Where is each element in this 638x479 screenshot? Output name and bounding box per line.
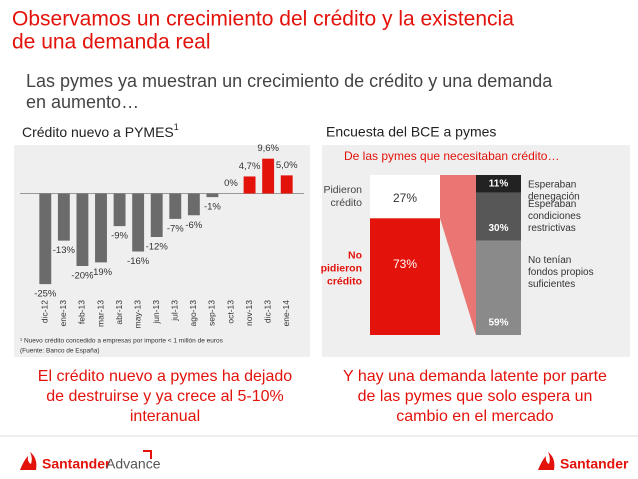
footer-brand: Santander: [560, 456, 629, 472]
segment-name: crédito: [330, 197, 362, 209]
segment-name: Pidieron: [323, 184, 362, 196]
value-label: 9,6%: [257, 143, 279, 154]
footer-brand: Santander: [42, 456, 111, 472]
value-label: 5,0%: [276, 160, 298, 171]
bar: [187, 193, 200, 216]
x-tick-label: abr-13: [114, 300, 124, 325]
segment: [476, 192, 521, 241]
segment: [476, 175, 521, 193]
bar: [169, 193, 182, 219]
advance-mark: [143, 450, 152, 459]
segment-name: Esperaban: [528, 180, 576, 191]
caption: de las pymes que solo espera un: [358, 388, 593, 405]
bar: [280, 175, 293, 194]
footnote: ¹ Nuevo crédito concedido a empresas por…: [20, 338, 224, 345]
logo-flame: [20, 452, 37, 470]
footer-product: Advance: [106, 456, 161, 472]
chart-title-text: Crédito nuevo a PYMES: [22, 124, 174, 140]
caption: El crédito nuevo a pymes ha dejado: [38, 368, 292, 385]
value-label: -25%: [34, 289, 57, 300]
segment-name: fondos propios: [528, 267, 594, 278]
x-tick-label: nov-13: [244, 300, 254, 326]
value-label: -1%: [204, 202, 221, 213]
value-label: -9%: [111, 231, 128, 242]
slide-subtitle: Las pymes ya muestran un crecimiento de …: [26, 71, 553, 91]
x-tick-label: ene-14: [281, 300, 291, 327]
bar: [206, 193, 219, 198]
chart-title: Encuesta del BCE a pymes: [326, 124, 496, 140]
left-panel: [14, 145, 310, 357]
segment: [370, 175, 440, 219]
chart-title-note: 1: [174, 122, 179, 132]
x-tick-label: ago-13: [188, 300, 198, 327]
segment-name: No: [348, 249, 362, 261]
segment-name: suficientes: [528, 279, 575, 290]
caption: de destruirse y ya crece al 5-10%: [46, 388, 283, 405]
x-tick-label: dic-13: [262, 300, 272, 323]
x-tick-label: dic-12: [40, 300, 50, 323]
segment-name: Esperaban: [528, 199, 576, 210]
bar: [57, 193, 70, 241]
value-label: -7%: [167, 223, 184, 234]
x-tick-label: feb-13: [77, 300, 87, 324]
footnote: (Fuente: Banco de España): [20, 348, 100, 355]
segment-name: restrictivas: [528, 223, 576, 234]
segment-name: condiciones: [528, 211, 581, 222]
slide-title: Observamos un crecimiento del crédito y …: [12, 8, 514, 31]
segment-label: 27%: [393, 191, 417, 205]
bar: [95, 193, 107, 263]
x-tick-label: ene-13: [58, 300, 68, 327]
caption: cambio en el mercado: [396, 408, 554, 425]
segment-label: 73%: [393, 257, 417, 271]
chart-subtitle: De las pymes que necesitaban crédito…: [344, 149, 559, 163]
bar: [39, 193, 52, 285]
bar: [262, 158, 275, 194]
caption: interanual: [130, 408, 200, 425]
slide-subtitle: en aumento…: [26, 92, 139, 112]
segment-name: pidieron: [321, 262, 362, 274]
bar: [150, 193, 163, 237]
value-label: -16%: [127, 256, 150, 267]
bar: [132, 193, 145, 252]
x-tick-label: mar-13: [95, 300, 105, 327]
bar: [243, 176, 256, 194]
segment-name: crédito: [327, 275, 362, 287]
value-label: 4,7%: [239, 161, 261, 172]
x-tick-label: jul-13: [170, 300, 180, 322]
value-label: -6%: [185, 220, 202, 231]
segment-name: No tenían: [528, 255, 571, 266]
x-tick-label: may-13: [132, 300, 142, 329]
segment-label: 11%: [489, 178, 509, 189]
logo-flame: [538, 452, 555, 470]
x-tick-label: oct-13: [225, 300, 235, 324]
segment: [476, 240, 521, 335]
bar: [113, 193, 126, 227]
segment-name: denegación: [528, 192, 580, 203]
segment: [370, 218, 440, 335]
x-tick-label: sep-13: [207, 300, 217, 326]
value-label: -13%: [53, 245, 76, 256]
value-label: -20%: [71, 271, 94, 282]
value-label: 0%: [224, 178, 238, 189]
chart-title: Crédito nuevo a PYMES1: [22, 122, 179, 139]
segment-label: 30%: [488, 223, 508, 234]
x-tick-label: jun-13: [151, 300, 161, 325]
slide-title: de una demanda real: [12, 31, 211, 54]
value-label: -19%: [90, 267, 113, 278]
caption: Y hay una demanda latente por parte: [343, 368, 607, 385]
bar: [76, 193, 89, 266]
segment-label: 59%: [488, 318, 508, 329]
value-label: -12%: [146, 242, 169, 253]
connector: [440, 175, 476, 335]
